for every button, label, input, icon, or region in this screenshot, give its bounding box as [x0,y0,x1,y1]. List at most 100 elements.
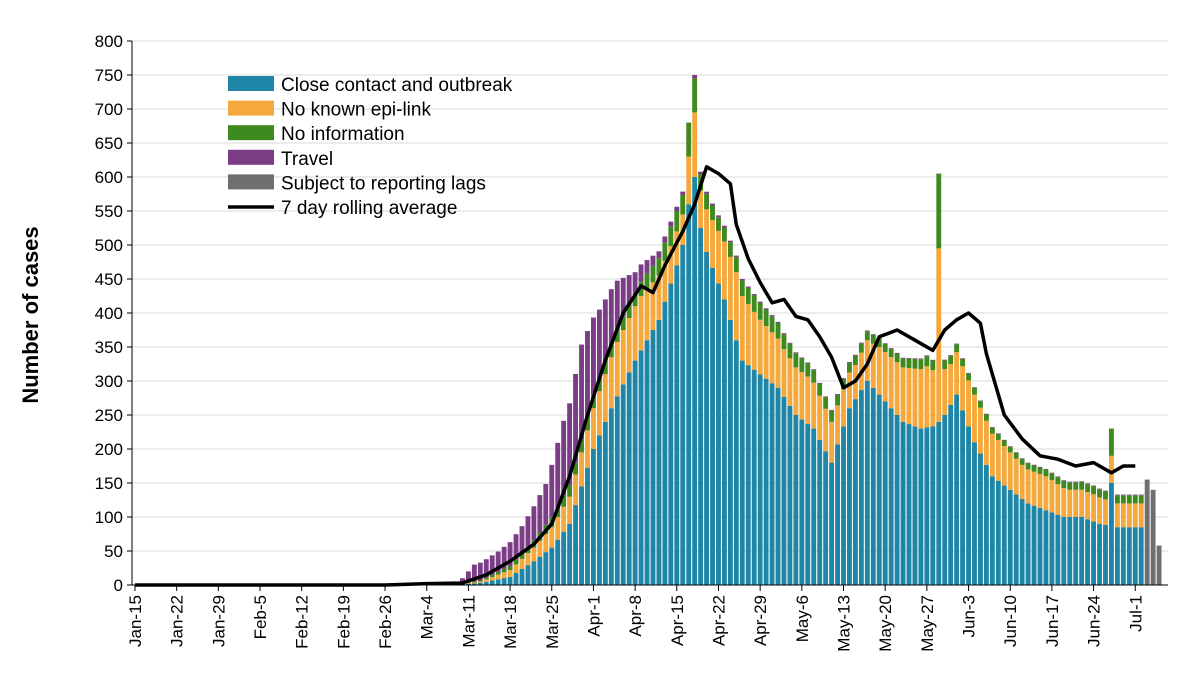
x-tick-label: May-6 [793,595,812,642]
bar-segment-no-epi-link [531,547,537,562]
bar-segment-travel [567,403,573,485]
bar-segment-close-contact [727,319,733,585]
bar-segment-no-info [608,343,614,358]
bar-segment-travel [549,464,555,517]
bar-segment-close-contact [716,283,721,585]
bar-segment-travel [590,317,596,395]
bar-segment-close-contact [769,383,775,585]
y-tick-label: 200 [95,440,123,459]
bar-segment-close-contact [954,394,960,585]
bar-segment-no-epi-link [614,341,620,397]
bar-segment-no-info [852,355,858,366]
x-tick-label: Jan-29 [209,595,228,647]
bar-segment-travel [1019,458,1025,460]
bar-segment-close-contact [692,177,698,585]
y-tick-label: 300 [95,372,123,391]
bar-segment-travel [585,331,590,418]
legend-label: Subject to reporting lags [281,173,486,194]
bar-segment-travel [614,280,620,329]
bar-segment-no-epi-link [1007,452,1013,490]
bar-segment-no-info [477,580,483,582]
bar-segment-no-epi-link [841,388,846,427]
bar-segment-travel [948,355,954,356]
bar-segment-travel [954,343,960,345]
bar-segment-close-contact [513,572,519,585]
bar-segment-no-info [596,377,602,392]
bar-segment-travel [579,344,584,440]
y-tick-label: 800 [95,32,123,51]
bar-segment-no-info [882,343,888,353]
bar-segment-no-info [1103,491,1108,500]
bar-segment-no-epi-link [1031,471,1037,506]
bar-segment-no-epi-link [811,382,817,429]
bar-segment-no-info [954,344,960,353]
bar-segment-no-epi-link [704,209,710,252]
bar-segment-travel [781,333,787,335]
bar-segment-travel [537,495,543,533]
bar-segment-close-contact [1132,527,1138,585]
bar-segment-travel [608,289,614,344]
bar-segment-travel [972,387,977,388]
bar-segment-no-info [1126,495,1132,504]
x-tick-label: Jan-15 [126,595,145,647]
bar-segment-close-contact [477,582,483,585]
rolling-average-line [135,165,1136,587]
bar-segment-travel [1079,481,1085,483]
bar-segment-travel [1037,466,1043,468]
x-tick-label: Apr-29 [751,595,770,646]
bar-segment-no-info [1049,473,1055,481]
bar-segment-no-info [1025,463,1031,470]
bar-segment-no-info [716,217,721,231]
x-tick-label: Apr-15 [668,595,687,646]
y-tick-label: 650 [95,134,123,153]
bar-segment-close-contact [704,251,710,586]
bar-segment-no-epi-link [495,574,501,580]
bar-segment-no-epi-link [894,362,900,415]
bar-segment-travel [716,215,721,218]
bar-segment-no-info [894,353,900,363]
bar-segment-travel [1031,464,1037,466]
bar-segment-no-epi-link [823,408,829,452]
bar-segment-close-contact [1108,483,1114,585]
bar-segment-no-epi-link [972,394,977,443]
bar-segment-no-epi-link [561,506,567,532]
bar-segment-no-epi-link [698,190,704,228]
bar-segment-close-contact [549,547,555,585]
bar-segment-close-contact [983,464,989,585]
bar-segment-travel [662,236,668,243]
bar-segment-travel [1126,494,1132,496]
bar-segment-close-contact [710,267,715,585]
bar-segment-close-contact [620,384,626,585]
bar-segment-close-contact [739,360,745,585]
bar-segment-close-contact [680,245,686,585]
bar-segment-no-epi-link [805,376,811,425]
bar-segment-no-epi-link [1025,469,1031,504]
bar-segment-travel [888,348,894,349]
bar-segment-travel [1061,480,1067,481]
bar-segment-no-epi-link [692,112,698,177]
bar-segment-travel [882,343,888,344]
bar-segment-close-contact [948,404,954,585]
bar-segment-no-info [787,343,793,359]
bar-segment-no-epi-link [948,364,954,405]
bar-segment-no-info [739,280,745,296]
bar-segment-travel [1013,452,1019,453]
bar-segment-travel [942,359,948,361]
bar-segment-no-epi-link [882,352,888,402]
legend-label: Travel [281,149,333,170]
bar-segment-travel [620,277,626,317]
bar-segment-travel [555,442,561,507]
bar-segment-close-contact [870,387,876,585]
y-tick-label: 50 [104,542,123,561]
bar-segment-travel [906,357,912,359]
legend-label: 7 day rolling average [281,198,457,219]
bar-segment-travel [698,171,704,175]
bar-segment-close-contact [471,583,477,585]
bar-segment-no-epi-link [1043,476,1049,511]
y-tick-label: 0 [114,576,123,595]
bar-segment-close-contact [924,427,930,585]
bar-segment-close-contact [793,415,799,585]
x-tick-label: Apr-22 [709,595,728,646]
bar-segment-no-info [912,358,918,369]
rolling-average-line-group [135,165,1136,587]
